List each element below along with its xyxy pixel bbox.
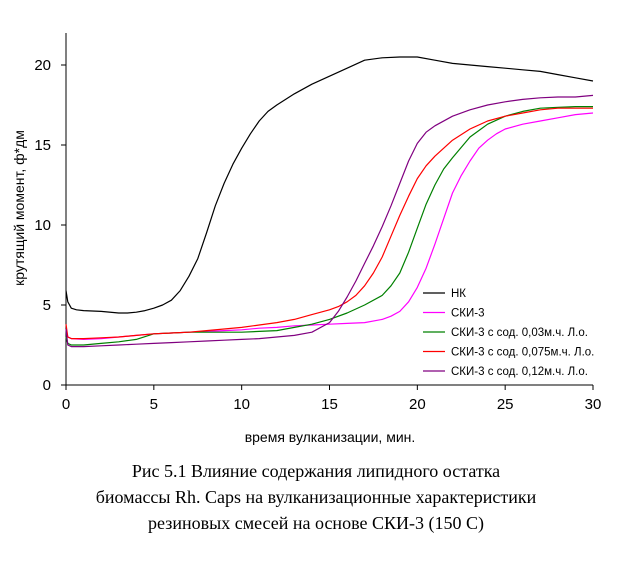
legend: НК СКИ-3 СКИ-3 с сод. 0,03м.ч. Л.о. СКИ-3 с… xyxy=(423,288,594,378)
x-tick-label: 15 xyxy=(321,396,338,413)
x-tick-label: 0 xyxy=(62,396,70,413)
series-lines xyxy=(65,56,594,348)
series-line-5 xyxy=(65,94,594,348)
y-tick-label: 15 xyxy=(34,137,51,154)
x-tick-label: 10 xyxy=(233,396,250,413)
y-tick-label: 5 xyxy=(43,297,51,314)
caption-line-2: биомассы Rh. Caps на вулканизационные ха… xyxy=(95,487,537,507)
legend-label: СКИ-3 с сод. 0,075м.ч. Л.о. xyxy=(451,347,594,359)
series-line-4 xyxy=(65,107,593,340)
series-line-3 xyxy=(65,105,593,346)
legend-label: НК xyxy=(451,288,466,300)
axis-ticks: 0 5 10 15 20 25 30 0 5 10 15 20 xyxy=(34,57,601,413)
x-tick-label: 30 xyxy=(585,396,602,413)
series-line-2 xyxy=(65,112,594,340)
x-tick-label: 5 xyxy=(150,396,158,413)
x-tick-label: 25 xyxy=(497,396,514,413)
series-line-1 xyxy=(65,56,594,314)
caption-line-3: резиновых смесей на основе СКИ-3 (150 С) xyxy=(148,513,484,533)
caption-line-1: Рис 5.1 Влияние содержания липидного ост… xyxy=(131,461,501,481)
y-tick-label: 10 xyxy=(34,217,51,234)
legend-label: СКИ-3 с сод. 0,12м.ч. Л.о. xyxy=(451,366,588,378)
y-tick-label: 0 xyxy=(43,377,51,394)
y-axis-label: крутящий момент, ф*дм xyxy=(11,130,27,286)
legend-label: СКИ-3 с сод. 0,03м.ч. Л.о. xyxy=(451,327,588,339)
figure-caption: Рис 5.1 Влияние содержания липидного ост… xyxy=(0,458,632,536)
y-tick-label: 20 xyxy=(34,57,51,74)
x-axis-label: время вулканизации, мин. xyxy=(245,429,416,445)
cure-curve-chart: 0 5 10 15 20 25 30 0 5 10 15 20 НК СКИ-3 СКИ-3 с сод.… xyxy=(11,33,601,445)
legend-label: СКИ-3 xyxy=(451,308,485,320)
x-tick-label: 20 xyxy=(409,396,426,413)
